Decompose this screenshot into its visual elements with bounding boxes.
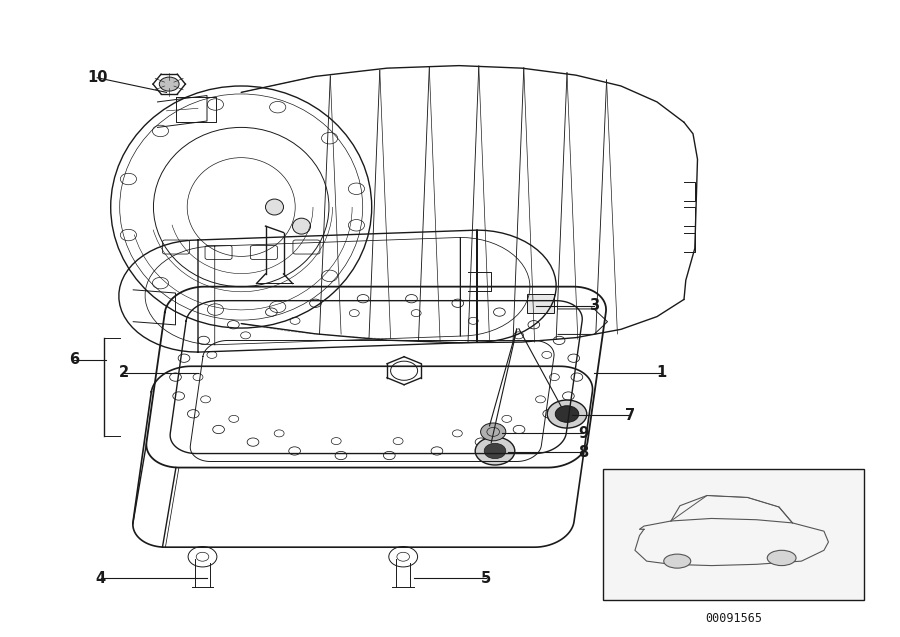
Text: 6: 6 — [68, 352, 79, 368]
Text: 10: 10 — [87, 70, 107, 85]
Text: 5: 5 — [481, 571, 491, 586]
Bar — [526, 294, 554, 313]
Circle shape — [475, 437, 515, 465]
Circle shape — [555, 406, 579, 422]
Text: 7: 7 — [625, 408, 635, 423]
Ellipse shape — [768, 550, 796, 566]
Text: 2: 2 — [119, 365, 130, 380]
Text: 3: 3 — [589, 298, 599, 313]
Circle shape — [481, 423, 506, 441]
Text: 8: 8 — [578, 445, 589, 460]
Circle shape — [547, 400, 587, 428]
Text: 00091565: 00091565 — [705, 612, 762, 624]
Circle shape — [159, 77, 179, 91]
Bar — [603, 469, 864, 600]
Text: 4: 4 — [95, 571, 106, 586]
Ellipse shape — [664, 554, 691, 568]
Text: 9: 9 — [578, 426, 589, 441]
Circle shape — [484, 443, 506, 459]
Ellipse shape — [266, 199, 284, 215]
Text: 1: 1 — [656, 365, 667, 380]
Ellipse shape — [292, 218, 310, 234]
